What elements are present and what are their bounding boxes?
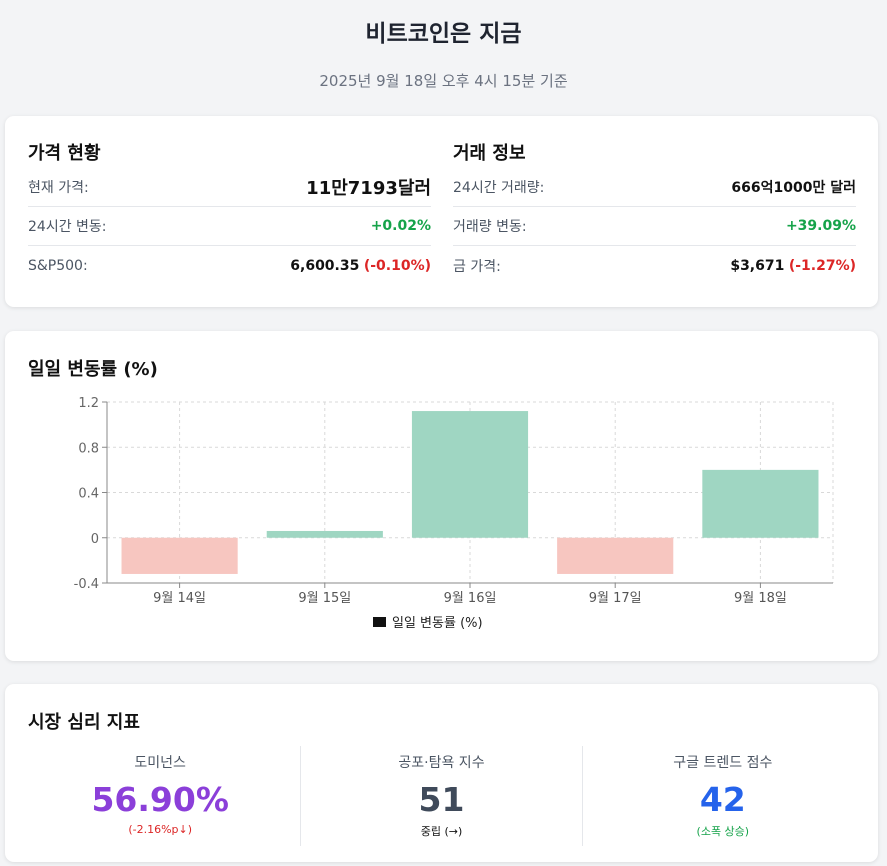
fear-greed-label: 공포·탐욕 지수 [398, 755, 485, 771]
daily-change-chart: 1.2 0.8 0.4 0 -0.4 9월 14일 9월 15일 9월 16일 9월 17일 9월… [74, 396, 834, 631]
sp500-change: (-0.10%) [363, 257, 431, 274]
volume-24h-value: 666억1000만 달러 [731, 180, 856, 196]
dominance-item: 도미넌스 56.90% (-2.16%p↓) [20, 746, 300, 846]
google-trends-status: (소폭 상승) [696, 825, 750, 838]
volume-24h-row: 24시간 거래량: 666억1000만 달러 [453, 168, 856, 207]
trade-info-heading: 거래 정보 [453, 143, 526, 164]
sentiment-grid: 도미넌스 56.90% (-2.16%p↓) 공포·탐욕 지수 51 중립 (→… [20, 746, 863, 846]
sentiment-heading: 시장 심리 지표 [28, 712, 140, 733]
bar [121, 537, 238, 574]
price-status-heading: 가격 현황 [28, 143, 101, 164]
x-tick-label: 9월 17일 [589, 591, 642, 606]
y-tick-label: 0.4 [78, 487, 99, 502]
current-price-row: 현재 가격: 11만7193달러 [28, 168, 431, 207]
price-info-card: 가격 현황 현재 가격: 11만7193달러 24시간 변동: +0.02% S… [5, 116, 878, 307]
dominance-value: 56.90% [91, 780, 229, 819]
gold-price-row: 금 가격: $3,671 (-1.27%) [453, 246, 856, 285]
gold-price-change: (-1.27%) [788, 257, 856, 274]
y-tick-label: 1.2 [78, 396, 99, 411]
fear-greed-status: 중립 (→) [420, 825, 463, 838]
y-tick-label: 0.8 [78, 441, 99, 456]
sp500-value: 6,600.35 [290, 257, 360, 274]
google-trends-item: 구글 트렌드 점수 42 (소폭 상승) [581, 746, 863, 846]
bar [702, 469, 819, 538]
change-24h-value: +0.02% [370, 218, 431, 234]
gold-price-label: 금 가격: [453, 258, 501, 275]
legend-swatch [373, 617, 386, 627]
volume-change-row: 거래량 변동: +39.09% [453, 207, 856, 246]
bar [557, 537, 674, 574]
y-tick-label: 0 [91, 532, 99, 547]
dominance-label: 도미넌스 [134, 755, 186, 771]
market-sentiment-card: 시장 심리 지표 도미넌스 56.90% (-2.16%p↓) 공포·탐욕 지수… [5, 684, 878, 862]
x-tick-label: 9월 15일 [298, 591, 351, 606]
x-tick-label: 9월 16일 [444, 591, 497, 606]
page-title: 비트코인은 지금 [365, 21, 522, 47]
sp500-row: S&P500: 6,600.35 (-0.10%) [28, 246, 431, 285]
page-subtitle: 2025년 9월 18일 오후 4시 15분 기준 [319, 72, 568, 90]
chart-heading: 일일 변동률 (%) [28, 359, 158, 380]
current-price-label: 현재 가격: [28, 180, 89, 196]
volume-24h-label: 24시간 거래량: [453, 180, 545, 196]
current-price-value: 11만7193달러 [306, 178, 431, 199]
gold-price-value: $3,671 [730, 257, 785, 274]
x-tick-label: 9월 18일 [734, 591, 787, 606]
google-trends-label: 구글 트렌드 점수 [673, 755, 773, 771]
x-tick-label: 9월 14일 [153, 591, 206, 606]
price-status-section: 가격 현황 현재 가격: 11만7193달러 24시간 변동: +0.02% S… [28, 140, 431, 285]
bar [266, 530, 383, 538]
google-trends-value: 42 [699, 780, 746, 819]
fear-greed-item: 공포·탐욕 지수 51 중립 (→) [300, 746, 581, 846]
change-24h-row: 24시간 변동: +0.02% [28, 207, 431, 246]
fear-greed-value: 51 [418, 780, 465, 819]
volume-change-label: 거래량 변동: [453, 219, 527, 235]
dominance-change: (-2.16%p↓) [128, 823, 193, 836]
volume-change-value: +39.09% [785, 218, 856, 234]
trade-info-section: 거래 정보 24시간 거래량: 666억1000만 달러 거래량 변동: +39… [453, 140, 856, 285]
gold-price-value-group: $3,671 (-1.27%) [730, 258, 856, 274]
sp500-label: S&P500: [28, 257, 88, 274]
bar [411, 411, 529, 538]
y-tick-label: -0.4 [74, 577, 99, 592]
daily-change-chart-card: 일일 변동률 (%) 1.2 0.8 0.4 0 -0.4 9월 14일 9월 15일 9월 … [5, 331, 878, 661]
change-24h-label: 24시간 변동: [28, 219, 107, 235]
sp500-value-group: 6,600.35 (-0.10%) [290, 258, 431, 274]
legend-label: 일일 변동률 (%) [392, 616, 483, 631]
